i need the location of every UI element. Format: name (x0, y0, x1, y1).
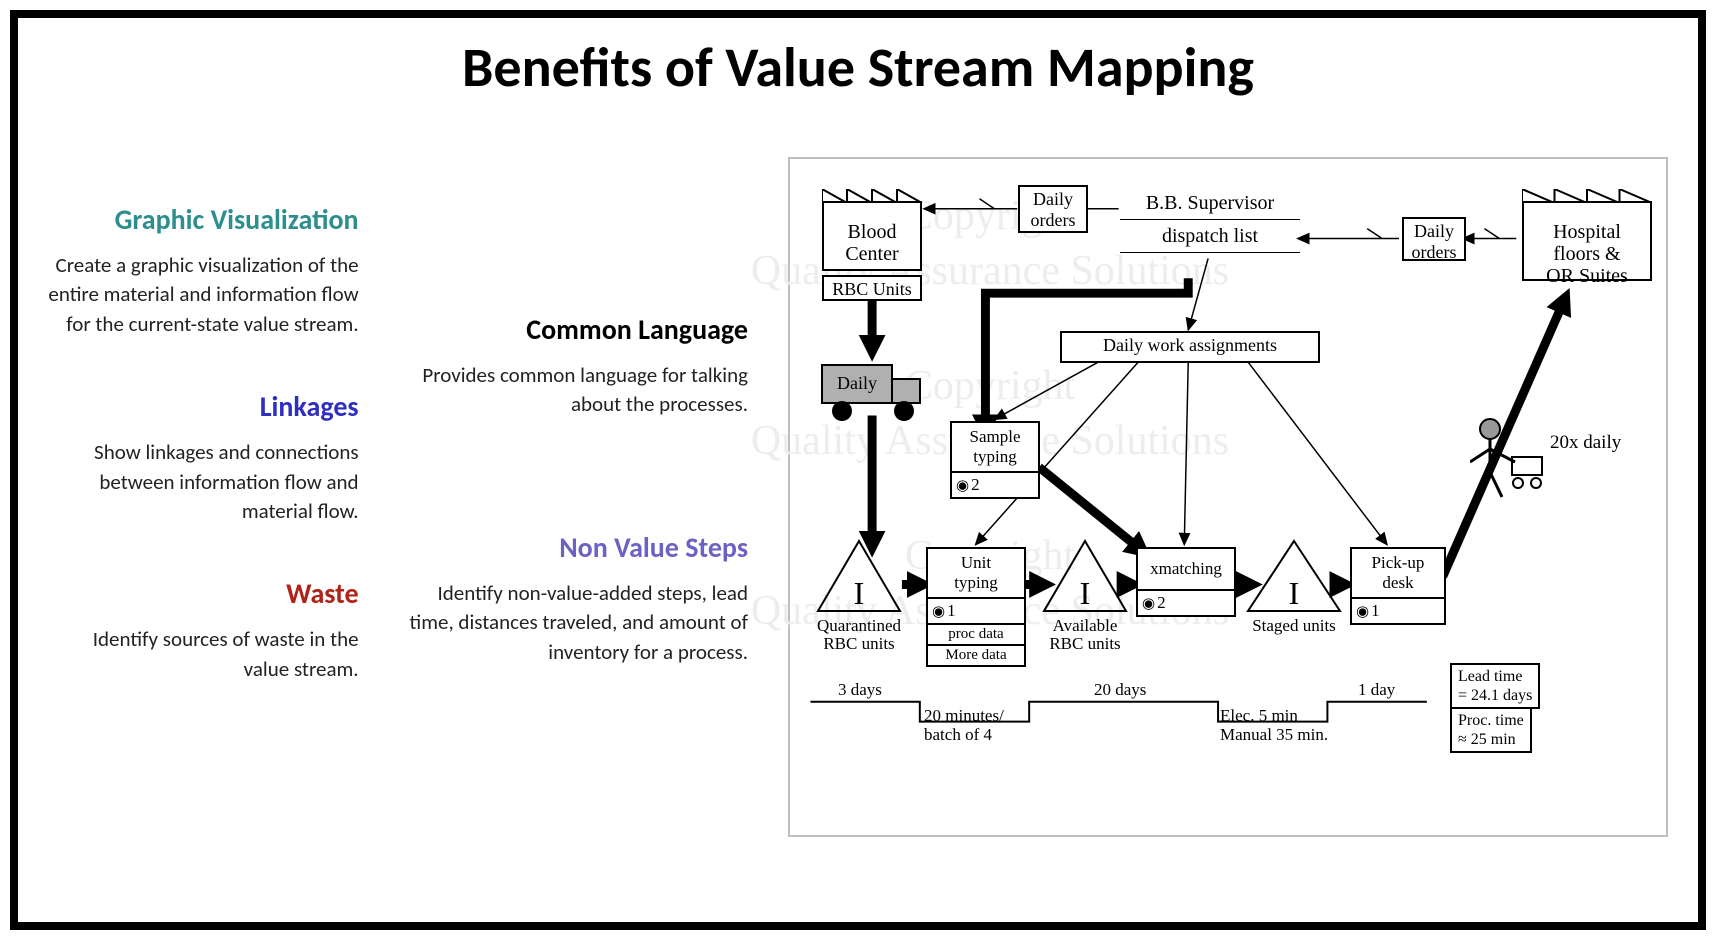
process-operators: 2 (1138, 589, 1234, 615)
supplier-output-box: RBC Units (822, 275, 922, 301)
customer-factory: Hospitalfloors &OR Suites (1522, 201, 1652, 281)
benefit-desc: Identify sources of waste in the value s… (48, 625, 359, 684)
vsm-diagram-container: CopyrightQuality Assurance Solutions Cop… (788, 132, 1668, 837)
daily-orders-box-right: Dailyorders (1402, 217, 1466, 261)
daily-work-assignments-box: Daily work assignments (1060, 331, 1320, 363)
timeline-process: Elec. 5 minManual 35 min. (1220, 707, 1328, 744)
timeline-wait: 20 days (1094, 681, 1146, 700)
benefit-heading: Waste (48, 576, 359, 611)
inventory-caption: Staged units (1244, 617, 1344, 635)
benefit-heading: Graphic Visualization (48, 202, 359, 237)
benefit-graphic-visualization: Graphic Visualization Create a graphic v… (48, 202, 359, 339)
supplier-label: BloodCenter (845, 221, 898, 265)
content-row: Graphic Visualization Create a graphic v… (48, 132, 1668, 892)
vsm-diagram: CopyrightQuality Assurance Solutions Cop… (788, 157, 1668, 837)
benefit-non-value-steps: Non Value Steps Identify non-value-added… (399, 530, 748, 667)
benefit-desc: Provides common language for talking abo… (399, 361, 748, 420)
timeline-process: 20 minutes/batch of 4 (924, 707, 1004, 744)
daily-orders-box-left: Dailyorders (1018, 185, 1088, 233)
inventory-letter: I (814, 575, 904, 612)
benefit-waste: Waste Identify sources of waste in the v… (48, 576, 359, 684)
mid-column: Common Language Provides common language… (399, 132, 748, 667)
process-pickup-desk: Pick-updesk 1 (1350, 547, 1446, 625)
process-data: proc data (928, 623, 1024, 644)
supervisor-label: B.B. Supervisor (1120, 189, 1300, 220)
factory-roof-icon (1522, 189, 1652, 203)
inventory-letter: I (1040, 575, 1130, 612)
factory-roof-icon (822, 189, 922, 203)
benefit-common-language: Common Language Provides common language… (399, 312, 748, 420)
benefit-desc: Create a graphic visualization of the en… (48, 251, 359, 339)
process-operators: 1 (928, 597, 1024, 623)
process-operators: 1 (1352, 597, 1444, 623)
supervisor-box: B.B. Supervisor dispatch list (1120, 189, 1300, 253)
benefit-desc: Identify non-value-added steps, lead tim… (399, 579, 748, 667)
inventory-caption: QuarantinedRBC units (814, 617, 904, 653)
supplier-factory: BloodCenter (822, 201, 922, 271)
benefit-heading: Linkages (48, 389, 359, 424)
benefit-linkages: Linkages Show linkages and connections b… (48, 389, 359, 526)
process-title: Sampletyping (952, 423, 1038, 471)
left-column: Graphic Visualization Create a graphic v… (48, 132, 359, 684)
inventory-caption: AvailableRBC units (1040, 617, 1130, 653)
timeline-summary: Proc. time≈ 25 min (1450, 707, 1532, 753)
delivery-frequency-label: 20x daily (1550, 432, 1621, 454)
process-sample-typing: Sampletyping 2 (950, 421, 1040, 499)
timeline-wait: 3 days (838, 681, 882, 700)
slide: Benefits of Value Stream Mapping Graphic… (10, 10, 1706, 930)
benefit-heading: Non Value Steps (399, 530, 748, 565)
benefit-heading: Common Language (399, 312, 748, 347)
inventory-triangle: I AvailableRBC units (1040, 537, 1130, 653)
inventory-letter: I (1244, 575, 1344, 612)
svg-text:Daily: Daily (837, 373, 877, 393)
timeline-summary: Lead time= 24.1 days (1450, 663, 1540, 709)
customer-label: Hospitalfloors &OR Suites (1546, 221, 1628, 287)
process-title: Unittyping (928, 549, 1024, 597)
timeline-wait: 1 day (1358, 681, 1395, 700)
process-xmatching: xmatching 2 (1136, 547, 1236, 617)
truck-icon: Daily (820, 357, 930, 417)
process-data: More data (928, 644, 1024, 665)
benefit-desc: Show linkages and connections between in… (48, 438, 359, 526)
page-title: Benefits of Value Stream Mapping (48, 34, 1668, 102)
inventory-triangle: I Staged units (1244, 537, 1344, 635)
process-title: xmatching (1138, 549, 1234, 589)
process-unit-typing: Unittyping 1 proc data More data (926, 547, 1026, 667)
supervisor-sublabel: dispatch list (1120, 220, 1300, 253)
inventory-triangle: I QuarantinedRBC units (814, 537, 904, 653)
process-title: Pick-updesk (1352, 549, 1444, 597)
process-operators: 2 (952, 471, 1038, 497)
